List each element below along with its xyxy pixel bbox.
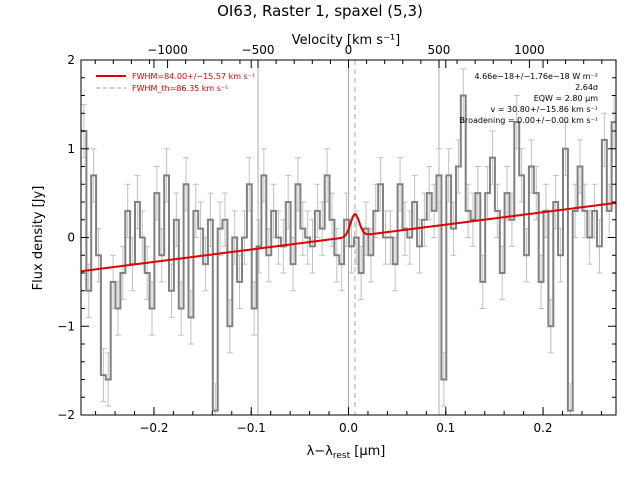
annotation-line-flux: 4.66e−18+/−1.76e−18 W m⁻² — [474, 72, 598, 81]
x-axis: −0.2 −0.1 0.0 0.1 0.2 — [95, 60, 602, 435]
top-tick-label: 1000 — [514, 43, 545, 57]
y-tick-label: −1 — [57, 319, 75, 333]
y-tick-label: 0 — [67, 231, 75, 245]
y-axis: −2 −1 0 1 2 — [57, 53, 616, 422]
top-tick-label: −1000 — [147, 43, 188, 57]
model-fit-line — [81, 201, 616, 273]
top-velocity-axis: −1000 −500 0 500 1000 — [94, 43, 603, 68]
x-axis-label-main: λ−λ — [307, 444, 334, 459]
x-tick-label: 0.0 — [339, 421, 358, 435]
top-tick-label: 500 — [428, 43, 451, 57]
legend: FWHM=84.00+/−15.57 km s⁻¹ FWHM_th=86.35 … — [96, 72, 255, 93]
y-axis-label: Flux density [Jy] — [31, 186, 46, 291]
y-tick-label: 1 — [67, 142, 75, 156]
annotation-significance: 2.64σ — [575, 83, 598, 92]
top-tick-label: −500 — [242, 43, 275, 57]
annotation-broadening: Broadening = 0.00+/−0.00 km s⁻¹ — [460, 116, 598, 125]
x-axis-label: λ−λrest [μm] — [307, 444, 386, 461]
x-tick-label: 0.1 — [436, 421, 455, 435]
annotation-eqw: EQW = 2.80 μm — [534, 94, 598, 103]
legend-label-thermal: FWHM_th=86.35 km s⁻¹ — [132, 84, 228, 93]
x-tick-label: −0.1 — [237, 421, 266, 435]
top-axis-label: Velocity [km s⁻¹] — [292, 33, 400, 48]
plot-area — [81, 60, 616, 415]
x-tick-label: −0.2 — [139, 421, 168, 435]
x-axis-label-unit: [μm] — [350, 444, 385, 459]
fit-annotations: 4.66e−18+/−1.76e−18 W m⁻² 2.64σ EQW = 2.… — [460, 72, 599, 125]
top-tick-label: 0 — [345, 43, 353, 57]
y-tick-label: 2 — [67, 53, 75, 67]
x-tick-label: 0.2 — [533, 421, 552, 435]
spectrum-step-line — [81, 94, 616, 412]
annotation-velocity: v = 30.80+/−15.86 km s⁻¹ — [490, 105, 598, 114]
y-tick-label: −2 — [57, 408, 75, 422]
x-axis-label-sub: rest — [333, 451, 351, 461]
chart-title: OI63, Raster 1, spaxel (5,3) — [217, 2, 423, 20]
legend-label-fit: FWHM=84.00+/−15.57 km s⁻¹ — [132, 72, 255, 81]
